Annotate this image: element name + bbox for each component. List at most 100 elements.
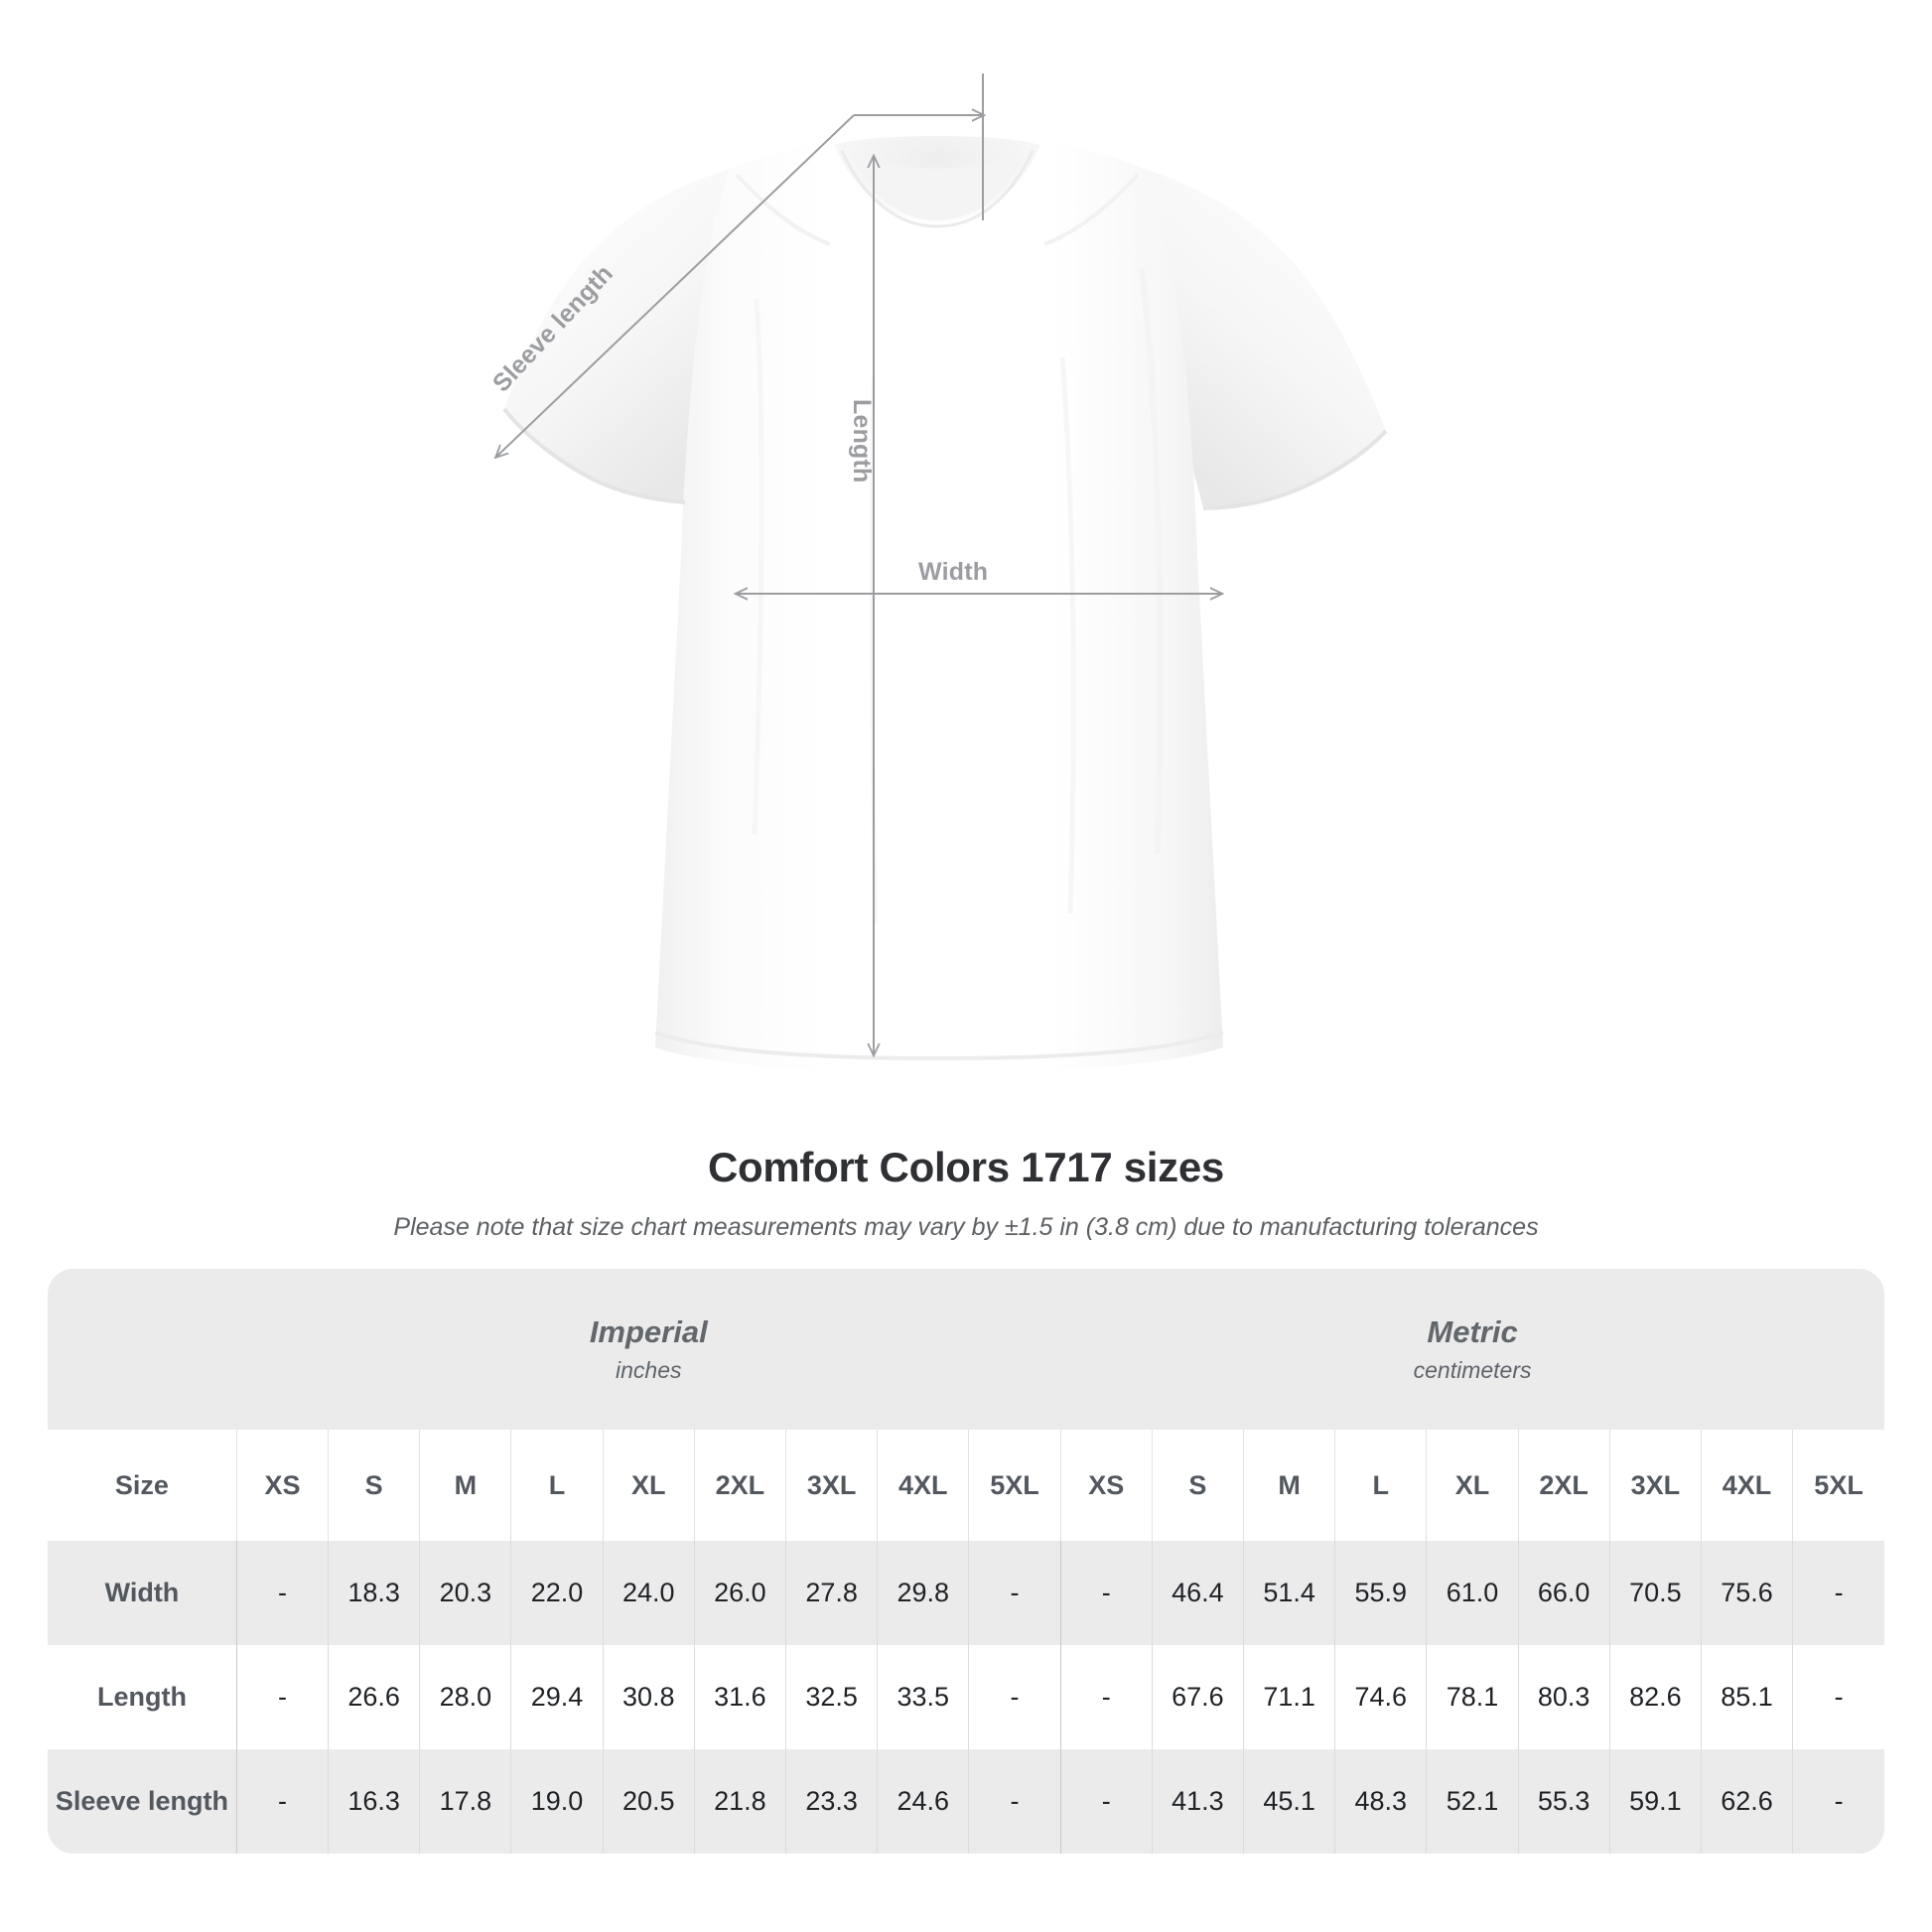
cell-sleeve-imperial-xl: 20.5 (602, 1749, 695, 1854)
unit-group-imperial: Imperial inches (236, 1269, 1061, 1430)
cell-width-imperial-2xl: 26.0 (693, 1541, 786, 1645)
dimension-lines (496, 73, 1221, 1054)
cell-sleeve-imperial-xs: - (235, 1749, 329, 1854)
cell-length-imperial-xl: 30.8 (602, 1645, 695, 1749)
table-row: Length - 26.6 28.0 29.4 30.8 31.6 32.5 3… (48, 1645, 1884, 1749)
size-header-metric-m: M (1243, 1430, 1335, 1541)
size-header-row: Size XS S M L XL 2XL 3XL 4XL 5XL XS S M … (48, 1430, 1884, 1541)
cell-sleeve-metric-4xl: 62.6 (1700, 1749, 1793, 1854)
size-header-metric-l: L (1334, 1430, 1427, 1541)
unit-spacer-cell (48, 1269, 237, 1430)
table-row: Width - 18.3 20.3 22.0 24.0 26.0 27.8 29… (48, 1541, 1884, 1645)
cell-width-metric-3xl: 70.5 (1608, 1541, 1702, 1645)
unit-group-metric: Metric centimeters (1060, 1269, 1884, 1430)
length-label: Length (848, 399, 876, 483)
unit-group-imperial-sub: inches (616, 1357, 682, 1383)
width-label: Width (918, 558, 989, 586)
cell-width-metric-m: 51.4 (1243, 1541, 1335, 1645)
cell-width-metric-5xl: - (1792, 1541, 1884, 1645)
tshirt-measurement-diagram: Width Length Sleeve length (0, 73, 1388, 1072)
size-header-metric-3xl: 3XL (1608, 1430, 1702, 1541)
cell-sleeve-imperial-5xl: - (968, 1749, 1061, 1854)
size-header-imperial-l: L (510, 1430, 604, 1541)
cell-width-imperial-xl: 24.0 (602, 1541, 695, 1645)
cell-sleeve-imperial-m: 17.8 (419, 1749, 511, 1854)
size-header-metric-4xl: 4XL (1700, 1430, 1793, 1541)
cell-length-imperial-2xl: 31.6 (693, 1645, 786, 1749)
cell-length-imperial-4xl: 33.5 (877, 1645, 969, 1749)
size-header-imperial-xs: XS (235, 1430, 329, 1541)
size-header-imperial-4xl: 4XL (877, 1430, 969, 1541)
size-header-metric-xl: XL (1426, 1430, 1519, 1541)
tshirt-silhouette (502, 136, 1388, 1072)
cell-width-imperial-s: 18.3 (328, 1541, 420, 1645)
cell-length-imperial-3xl: 32.5 (785, 1645, 878, 1749)
tshirt-illustration-svg (0, 73, 1388, 1072)
size-header-imperial-2xl: 2XL (693, 1430, 786, 1541)
size-header-metric-2xl: 2XL (1517, 1430, 1610, 1541)
cell-sleeve-imperial-s: 16.3 (328, 1749, 420, 1854)
cell-sleeve-imperial-l: 19.0 (510, 1749, 604, 1854)
table-row: Sleeve length - 16.3 17.8 19.0 20.5 21.8… (48, 1749, 1884, 1854)
page-title: Comfort Colors 1717 sizes (707, 1144, 1224, 1190)
cell-width-imperial-4xl: 29.8 (877, 1541, 969, 1645)
cell-width-metric-4xl: 75.6 (1700, 1541, 1793, 1645)
cell-length-metric-l: 74.6 (1334, 1645, 1427, 1749)
sleeve-dimension-line (496, 114, 855, 457)
cell-sleeve-metric-m: 45.1 (1243, 1749, 1335, 1854)
cell-sleeve-metric-s: 41.3 (1151, 1749, 1244, 1854)
unit-group-row: Imperial inches Metric centimeters (48, 1269, 1884, 1430)
cell-width-imperial-l: 22.0 (510, 1541, 604, 1645)
cell-width-imperial-m: 20.3 (419, 1541, 511, 1645)
cell-sleeve-metric-xl: 52.1 (1426, 1749, 1519, 1854)
unit-group-metric-sub: centimeters (1413, 1357, 1532, 1383)
cell-sleeve-metric-5xl: - (1792, 1749, 1884, 1854)
cell-width-imperial-xs: - (235, 1541, 329, 1645)
cell-length-imperial-l: 29.4 (510, 1645, 604, 1749)
cell-sleeve-metric-l: 48.3 (1334, 1749, 1427, 1854)
cell-length-metric-xs: - (1059, 1645, 1153, 1749)
cell-length-imperial-5xl: - (968, 1645, 1061, 1749)
tolerance-note: Please note that size chart measurements… (393, 1213, 1539, 1241)
cell-width-metric-s: 46.4 (1151, 1541, 1244, 1645)
cell-length-imperial-m: 28.0 (419, 1645, 511, 1749)
size-header-imperial-s: S (328, 1430, 420, 1541)
size-header-imperial-5xl: 5XL (968, 1430, 1061, 1541)
row-label-width: Width (48, 1541, 237, 1645)
cell-width-imperial-5xl: - (968, 1541, 1061, 1645)
size-header-metric-s: S (1151, 1430, 1244, 1541)
size-header-imperial-xl: XL (602, 1430, 695, 1541)
size-header-metric-5xl: 5XL (1792, 1430, 1884, 1541)
cell-sleeve-metric-2xl: 55.3 (1517, 1749, 1610, 1854)
size-header-imperial-3xl: 3XL (785, 1430, 878, 1541)
cell-length-metric-xl: 78.1 (1426, 1645, 1519, 1749)
cell-length-metric-3xl: 82.6 (1608, 1645, 1702, 1749)
unit-group-metric-name: Metric (1427, 1314, 1518, 1349)
size-header-metric-xs: XS (1059, 1430, 1153, 1541)
cell-length-metric-s: 67.6 (1151, 1645, 1244, 1749)
cell-sleeve-metric-3xl: 59.1 (1608, 1749, 1702, 1854)
size-header-label: Size (48, 1430, 237, 1541)
cell-sleeve-imperial-2xl: 21.8 (693, 1749, 786, 1854)
size-chart-table: Imperial inches Metric centimeters Size … (48, 1269, 1884, 1854)
cell-length-imperial-s: 26.6 (328, 1645, 420, 1749)
cell-length-metric-m: 71.1 (1243, 1645, 1335, 1749)
cell-length-metric-2xl: 80.3 (1517, 1645, 1610, 1749)
cell-width-metric-xs: - (1059, 1541, 1153, 1645)
cell-width-metric-xl: 61.0 (1426, 1541, 1519, 1645)
unit-group-imperial-name: Imperial (589, 1314, 708, 1349)
cell-width-metric-l: 55.9 (1334, 1541, 1427, 1645)
row-label-sleeve-length: Sleeve length (48, 1749, 237, 1854)
size-chart-table-card: Imperial inches Metric centimeters Size … (48, 1269, 1884, 1854)
cell-length-metric-4xl: 85.1 (1700, 1645, 1793, 1749)
cell-sleeve-imperial-3xl: 23.3 (785, 1749, 878, 1854)
cell-width-imperial-3xl: 27.8 (785, 1541, 878, 1645)
cell-length-metric-5xl: - (1792, 1645, 1884, 1749)
cell-width-metric-2xl: 66.0 (1517, 1541, 1610, 1645)
cell-sleeve-metric-xs: - (1059, 1749, 1153, 1854)
row-label-length: Length (48, 1645, 237, 1749)
cell-length-imperial-xs: - (235, 1645, 329, 1749)
cell-sleeve-imperial-4xl: 24.6 (877, 1749, 969, 1854)
size-header-imperial-m: M (419, 1430, 511, 1541)
